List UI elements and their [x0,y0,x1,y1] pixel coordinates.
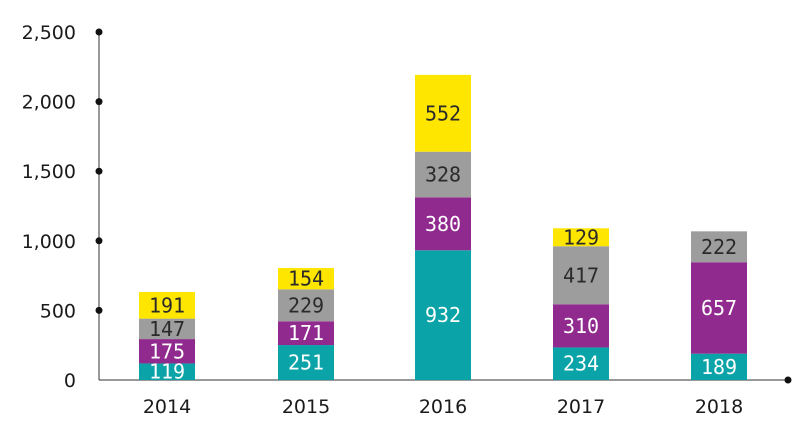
bar-segment [139,363,195,380]
y-tick-dot [95,98,103,106]
data-label: 328 [425,163,461,187]
y-tick-label: 1,000 [22,231,76,253]
x-axis: 2014 2015 2016 2017 2018 [99,376,792,418]
bar-segment [278,321,334,346]
data-label: 129 [563,225,599,249]
data-label: 310 [563,314,599,338]
bar-segment [415,197,471,251]
bar-segment [691,353,747,380]
x-axis-end-dot [784,376,792,384]
y-tick-label: 500 [40,300,76,322]
bars [139,74,747,380]
x-tick-label: 2016 [419,396,467,418]
data-label: 191 [149,293,185,317]
y-tick-label: 2,500 [22,22,76,44]
x-tick-label: 2018 [695,396,743,418]
data-label: 552 [425,101,461,125]
y-axis: 0 500 1,000 1,500 2,000 2,500 [22,22,103,392]
y-tick-dot [95,237,103,245]
data-label: 119 [149,360,185,384]
bar-segment [415,74,471,152]
bar-segment [278,345,334,380]
bar-segment [139,292,195,319]
bar-segment [415,151,471,198]
data-label: 175 [149,339,185,363]
data-label: 417 [563,263,599,287]
bar-segment [278,267,334,290]
data-label: 380 [425,212,461,236]
bar-segment [139,318,195,340]
y-tick-dot [95,306,103,314]
data-label: 251 [288,351,324,375]
y-tick-label: 2,000 [22,92,76,114]
data-label: 234 [563,352,599,376]
bar-segment [553,228,609,247]
y-tick-dot [95,167,103,175]
bar-segment [553,347,609,380]
data-label: 222 [701,235,737,259]
data-label: 154 [288,267,324,291]
y-tick-label: 0 [64,370,76,392]
bar-segment [691,231,747,263]
y-tick-dot [95,28,103,36]
x-tick-label: 2014 [143,396,191,418]
bar-segment [415,250,471,380]
data-label: 657 [701,296,737,320]
x-tick-label: 2017 [557,396,605,418]
bar-segment [278,289,334,322]
bar-segment [553,304,609,348]
data-label: 229 [288,293,324,317]
bar-segment [553,246,609,305]
bar-segment [139,339,195,364]
data-label: 189 [701,355,737,379]
bar-segment [691,262,747,354]
data-label: 147 [149,317,185,341]
data-label: 171 [288,321,324,345]
y-tick-label: 1,500 [22,161,76,183]
x-tick-label: 2015 [282,396,330,418]
data-label: 932 [425,303,461,327]
